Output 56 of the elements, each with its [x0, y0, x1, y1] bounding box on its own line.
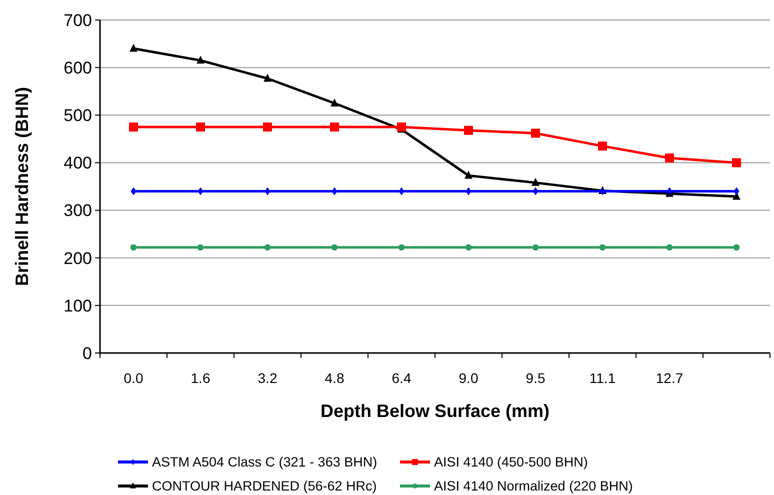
point — [599, 244, 606, 251]
x-tick-label: 12.7 — [656, 370, 684, 386]
point — [532, 178, 540, 186]
point — [196, 122, 205, 132]
x-tick-label: 9.5 — [526, 370, 546, 386]
legend-label: ASTM A504 Class C (321 - 363 BHN) — [152, 454, 378, 470]
y-tick-label: 500 — [64, 106, 92, 126]
x-tick-label: 6.4 — [392, 370, 412, 386]
y-tick-label: 600 — [64, 58, 92, 78]
point — [130, 187, 136, 196]
point — [331, 244, 338, 251]
point — [532, 244, 539, 251]
x-tick-label: 3.2 — [258, 370, 278, 386]
legend-label: CONTOUR HARDENED (56-62 HRc) — [152, 478, 377, 494]
point — [330, 98, 338, 106]
point — [732, 158, 741, 168]
point — [531, 128, 540, 138]
x-axis-title: Depth Below Surface (mm) — [320, 401, 550, 421]
point — [398, 244, 405, 251]
point — [196, 56, 204, 64]
x-tick-label: 9.0 — [458, 370, 478, 386]
point — [198, 187, 204, 196]
point — [665, 153, 674, 162]
point — [330, 122, 339, 132]
y-tick-label: 700 — [64, 10, 92, 30]
x-tick-label: 1.6 — [190, 370, 210, 386]
y-tick-label: 100 — [64, 296, 92, 316]
point — [130, 44, 138, 52]
point — [197, 244, 204, 251]
point — [598, 142, 607, 151]
point — [332, 187, 338, 196]
point — [130, 244, 137, 251]
x-tick-label: 0.0 — [124, 370, 144, 386]
point — [465, 244, 472, 251]
legend-label: AISI 4140 (450-500 BHN) — [434, 454, 588, 470]
point — [464, 126, 473, 135]
y-tick-label: 400 — [64, 154, 92, 173]
point — [734, 187, 740, 196]
y-tick-label: 0 — [82, 344, 92, 363]
y-tick-label: 200 — [64, 248, 92, 268]
point — [264, 187, 270, 196]
point — [398, 187, 404, 196]
point — [532, 187, 538, 196]
point — [666, 244, 673, 251]
point — [263, 122, 272, 132]
y-tick-label: 300 — [64, 201, 92, 220]
legend-label: AISI 4140 Normalized (220 BHN) — [434, 478, 633, 494]
x-tick-label: 4.8 — [324, 370, 344, 386]
y-axis-title: Brinell Hardness (BHN) — [12, 86, 32, 286]
point — [129, 122, 138, 132]
x-tick-label: 11.1 — [589, 370, 616, 386]
point — [264, 74, 272, 82]
point — [466, 187, 472, 196]
point — [264, 244, 271, 251]
point — [733, 244, 740, 251]
point — [464, 170, 472, 179]
